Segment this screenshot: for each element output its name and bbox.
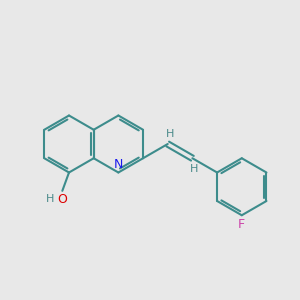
Text: H: H: [166, 128, 174, 139]
Text: O: O: [57, 193, 67, 206]
Text: F: F: [238, 218, 245, 231]
Text: H: H: [46, 194, 54, 204]
Text: H: H: [190, 164, 198, 174]
Text: N: N: [114, 158, 123, 171]
